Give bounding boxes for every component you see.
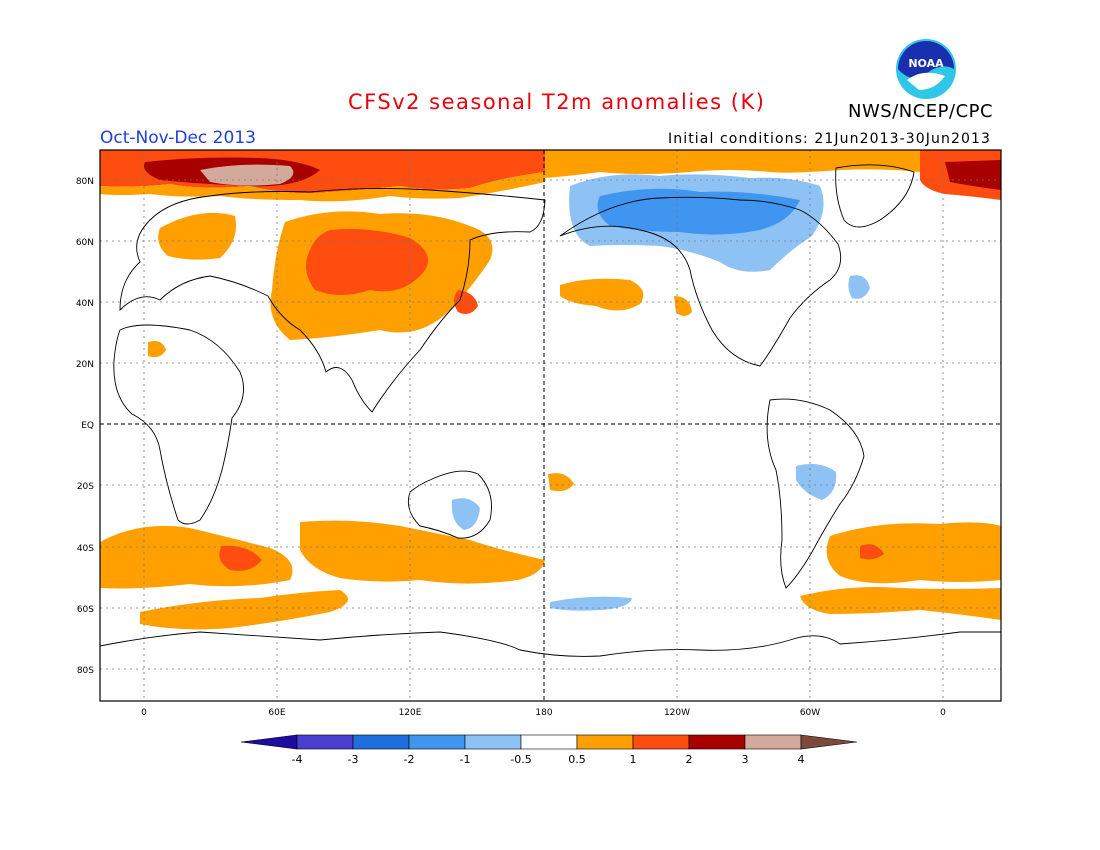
- lat-label: 60S: [77, 605, 94, 615]
- coast-greenland: [835, 164, 915, 228]
- anomaly-right-arctic-dark: [945, 160, 1001, 190]
- colorbar-swatch: [296, 734, 354, 750]
- lat-label: 20N: [76, 360, 94, 370]
- anomaly-npac-warm: [560, 278, 644, 311]
- colorbar-tick: 3: [742, 753, 749, 766]
- anomaly-s-pacific-small: [548, 473, 574, 492]
- colorbar-swatch: [632, 734, 690, 750]
- colorbar-swatch-max: [800, 734, 858, 750]
- colorbar-tick: 1: [630, 753, 637, 766]
- lon-label: 0: [940, 708, 946, 718]
- anomaly-westcoast-warm: [674, 296, 692, 316]
- anomaly-s-pacific-cold: [550, 596, 632, 611]
- colorbar-swatch: [408, 734, 466, 750]
- anomaly-s-ocean-band: [800, 587, 1001, 620]
- coast-eurasia: [119, 187, 546, 413]
- colorbar-swatch: [744, 734, 802, 750]
- lat-label: 80S: [77, 666, 94, 676]
- colorbar-swatch: [688, 734, 746, 750]
- lon-axis-labels: 0 60E 120E 180 120W 60W 0: [141, 708, 946, 718]
- coast-north-america: [559, 196, 842, 367]
- colorbar-swatch: [352, 734, 410, 750]
- noaa-logo: NOAA: [896, 39, 956, 99]
- colorbar-swatch-min: [240, 734, 298, 750]
- colorbar-swatch: [576, 734, 634, 750]
- lat-label: 40S: [77, 544, 94, 554]
- lon-label: 60W: [800, 708, 820, 718]
- lat-axis-labels: 80N 60N 40N 20N EQ 20S 40S 60S 80S: [76, 177, 94, 676]
- anomaly-s-atlantic-warm: [826, 522, 1001, 584]
- equator-dateline: [100, 150, 1001, 701]
- season-label: Oct-Nov-Dec 2013: [100, 128, 256, 148]
- coast-south-america: [766, 398, 865, 589]
- map-frame: [99, 149, 1002, 702]
- colorbar-tick: -2: [404, 753, 415, 766]
- logo-text: NOAA: [908, 57, 944, 70]
- colorbar-tick: -3: [348, 753, 359, 766]
- agency-label: NWS/NCEP/CPC: [848, 101, 994, 122]
- colorbar-swatch: [520, 734, 578, 750]
- anomaly-fields: [100, 150, 1001, 630]
- colorbar-tick: 2: [686, 753, 693, 766]
- colorbar-swatch: [464, 734, 522, 750]
- colorbar-tick: 0.5: [568, 753, 586, 766]
- anomaly-s-america-cold: [796, 464, 837, 500]
- lon-label: 120W: [664, 708, 690, 718]
- anomaly-arctic-orange: [100, 172, 545, 202]
- coast-antarctica: [100, 631, 1001, 701]
- colorbar-tick: -0.5: [510, 753, 531, 766]
- colorbar-tick: -1: [460, 753, 471, 766]
- anomaly-s-indian-warm: [100, 525, 293, 589]
- anomaly-aus-south-warm: [300, 520, 545, 584]
- lat-label: 40N: [76, 299, 94, 309]
- anomaly-newfoundland-cold: [848, 275, 870, 299]
- lat-label: 60N: [76, 238, 94, 248]
- anomaly-s-indian-red: [219, 545, 262, 571]
- colorbar-ticks: -4 -3 -2 -1 -0.5 0.5 1 2 3 4: [292, 753, 805, 766]
- anomaly-europe-small: [148, 341, 166, 358]
- colorbar-tick: 4: [798, 753, 805, 766]
- colorbar-swatches: [240, 734, 858, 750]
- colorbar-tick: -4: [292, 753, 303, 766]
- lat-label: EQ: [81, 421, 94, 431]
- anomaly-s-indian-band: [140, 590, 348, 630]
- anomaly-ne-pac-orange: [545, 150, 920, 178]
- lat-label: 20S: [77, 482, 94, 492]
- lon-label: 180: [535, 708, 552, 718]
- lat-label: 80N: [76, 177, 94, 187]
- lon-label: 60E: [268, 708, 285, 718]
- anomaly-australia-cold: [451, 498, 480, 530]
- chart-title: CFSv2 seasonal T2m anomalies (K): [348, 90, 766, 114]
- graticule: [100, 150, 1001, 701]
- lon-label: 120E: [399, 708, 422, 718]
- initial-conditions-label: Initial conditions: 21Jun2013-30Jun2013: [668, 131, 991, 147]
- anomaly-s-atlantic-red: [860, 544, 884, 560]
- lon-label: 0: [141, 708, 147, 718]
- anomaly-scandinavia: [158, 212, 236, 260]
- anomaly-asia-red: [306, 229, 428, 295]
- coast-africa: [113, 324, 245, 525]
